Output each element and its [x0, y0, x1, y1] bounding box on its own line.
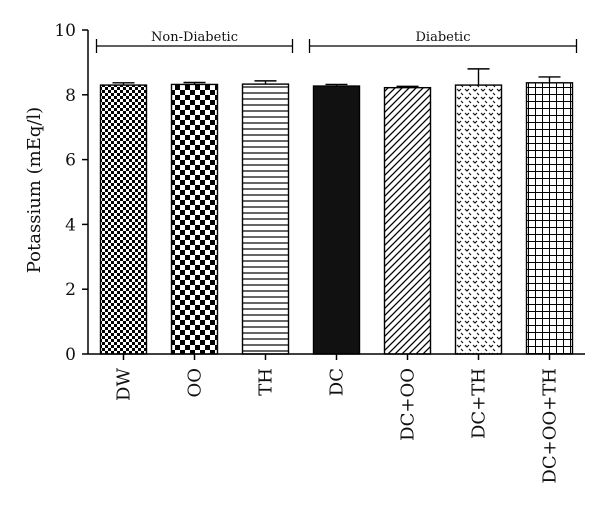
y-axis-label: Potassium (mEq/l)	[24, 107, 45, 273]
x-tick-label: DC+TH	[469, 368, 490, 439]
x-tick-label: DC+OO	[398, 368, 419, 441]
bar-dc-oo	[383, 86, 432, 355]
x-tick-label: DW	[114, 368, 135, 401]
y-tick-label: 2	[65, 280, 76, 300]
bar-dc-th	[454, 84, 503, 355]
y-tick-label: 8	[65, 86, 76, 106]
bar-dc	[312, 85, 361, 355]
x-tick-label: DC	[327, 368, 348, 396]
y-tick-label: 10	[54, 21, 76, 41]
y-axis: 0 2 4 6 8 10	[54, 21, 89, 365]
group-label: Diabetic	[415, 30, 470, 45]
x-tick-label: TH	[256, 368, 277, 396]
bar-th	[241, 83, 290, 355]
y-tick-label: 4	[65, 215, 76, 235]
bars	[99, 82, 574, 355]
y-tick-label: 6	[65, 151, 76, 171]
x-axis: DW OO TH DC DC+OO DC+TH DC+OO+TH	[88, 353, 585, 484]
group-brackets: Non-Diabetic Diabetic	[95, 30, 578, 53]
x-tick-label: OO	[185, 368, 206, 398]
bar-oo	[170, 83, 219, 355]
bar-dc-oo-th	[525, 82, 574, 355]
bar-dw	[99, 84, 148, 355]
x-tick-label: DC+OO+TH	[540, 368, 561, 484]
y-tick-label: 0	[65, 345, 76, 365]
error-bars	[112, 68, 561, 88]
group-label: Non-Diabetic	[151, 30, 238, 45]
